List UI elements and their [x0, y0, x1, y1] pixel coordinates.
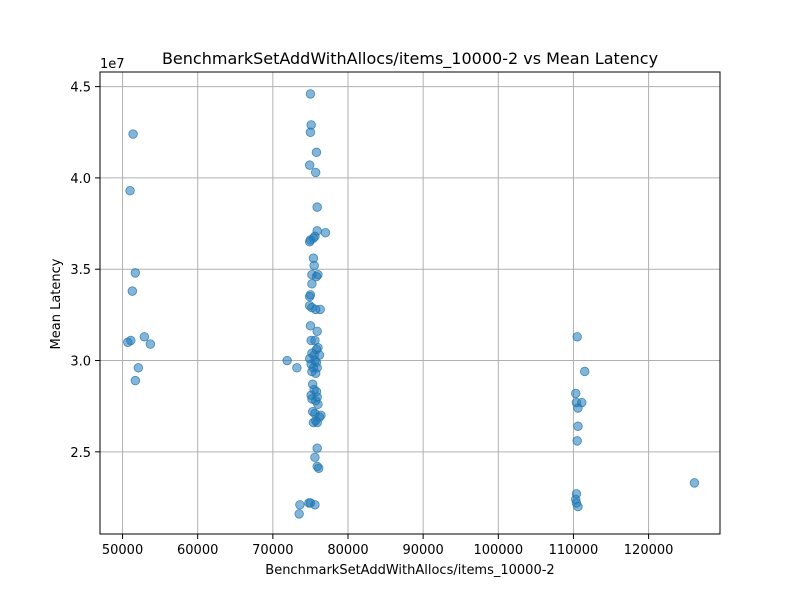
data-point — [572, 436, 582, 446]
data-point — [295, 500, 305, 510]
data-point — [310, 452, 320, 463]
x-axis-label: BenchmarkSetAddWithAllocs/items_10000-2 — [265, 563, 554, 578]
x-tick-label: 120000 — [624, 543, 674, 558]
data-point — [307, 279, 317, 289]
data-point — [315, 304, 325, 315]
data-point — [312, 326, 322, 337]
data-point — [125, 185, 135, 196]
data-points — [123, 89, 700, 519]
y-tick-label: 2.5 — [70, 446, 91, 461]
y-offset-label: 1e7 — [100, 57, 125, 72]
data-point — [305, 321, 316, 331]
x-tick-label: 80000 — [327, 543, 368, 558]
x-tick-label: 110000 — [549, 543, 599, 558]
data-point — [304, 237, 315, 247]
data-point — [128, 129, 138, 139]
data-point — [312, 202, 322, 212]
data-point — [310, 368, 321, 379]
y-tick-label: 4.0 — [70, 172, 91, 187]
data-point — [309, 260, 319, 271]
data-point — [130, 375, 141, 386]
grid-lines — [100, 72, 720, 534]
x-tick-label: 90000 — [402, 543, 443, 558]
data-point — [312, 443, 322, 453]
data-point — [310, 416, 321, 426]
data-point — [305, 127, 316, 137]
data-point — [571, 388, 581, 399]
data-point — [294, 509, 304, 519]
chart-title: BenchmarkSetAddWithAllocs/items_10000-2 … — [162, 49, 658, 69]
x-tick-label: 60000 — [177, 543, 218, 558]
y-tick-label: 3.5 — [70, 263, 91, 278]
x-tick-label: 50000 — [102, 543, 143, 558]
data-point — [580, 366, 590, 377]
data-point — [292, 363, 302, 373]
data-point — [306, 335, 316, 346]
data-point — [304, 291, 315, 302]
data-point — [133, 363, 144, 373]
data-point — [123, 337, 133, 347]
data-point — [573, 403, 583, 413]
data-point — [311, 147, 322, 158]
data-point — [311, 271, 322, 282]
data-point — [313, 463, 324, 473]
x-tick-label: 100000 — [473, 543, 523, 558]
y-axis-label: Mean Latency — [49, 258, 64, 349]
data-point — [310, 500, 320, 510]
data-point — [127, 286, 138, 296]
data-point — [305, 89, 316, 99]
data-point — [320, 227, 331, 238]
plot-frame — [99, 71, 721, 535]
data-point — [139, 332, 150, 342]
data-point — [310, 167, 321, 178]
x-tick-label: 70000 — [252, 543, 293, 558]
data-point — [313, 399, 323, 410]
data-point — [282, 355, 292, 366]
data-point — [304, 160, 315, 170]
y-axis-ticks: 2.5 3.0 3.5 4.0 4.5 — [70, 81, 100, 461]
data-point — [573, 501, 583, 512]
data-point — [572, 332, 582, 342]
y-tick-label: 4.5 — [70, 81, 91, 96]
y-tick-label: 3.0 — [70, 355, 91, 370]
x-axis-ticks: 50000 60000 70000 80000 90000 100000 110000 120… — [102, 534, 674, 558]
data-point — [689, 478, 700, 488]
data-point — [573, 421, 583, 431]
data-point — [145, 339, 156, 349]
data-point — [130, 268, 141, 278]
